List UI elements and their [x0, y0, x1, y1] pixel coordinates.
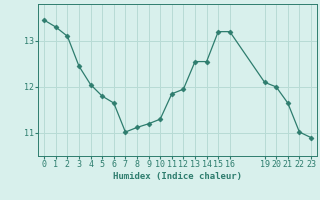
X-axis label: Humidex (Indice chaleur): Humidex (Indice chaleur) — [113, 172, 242, 181]
